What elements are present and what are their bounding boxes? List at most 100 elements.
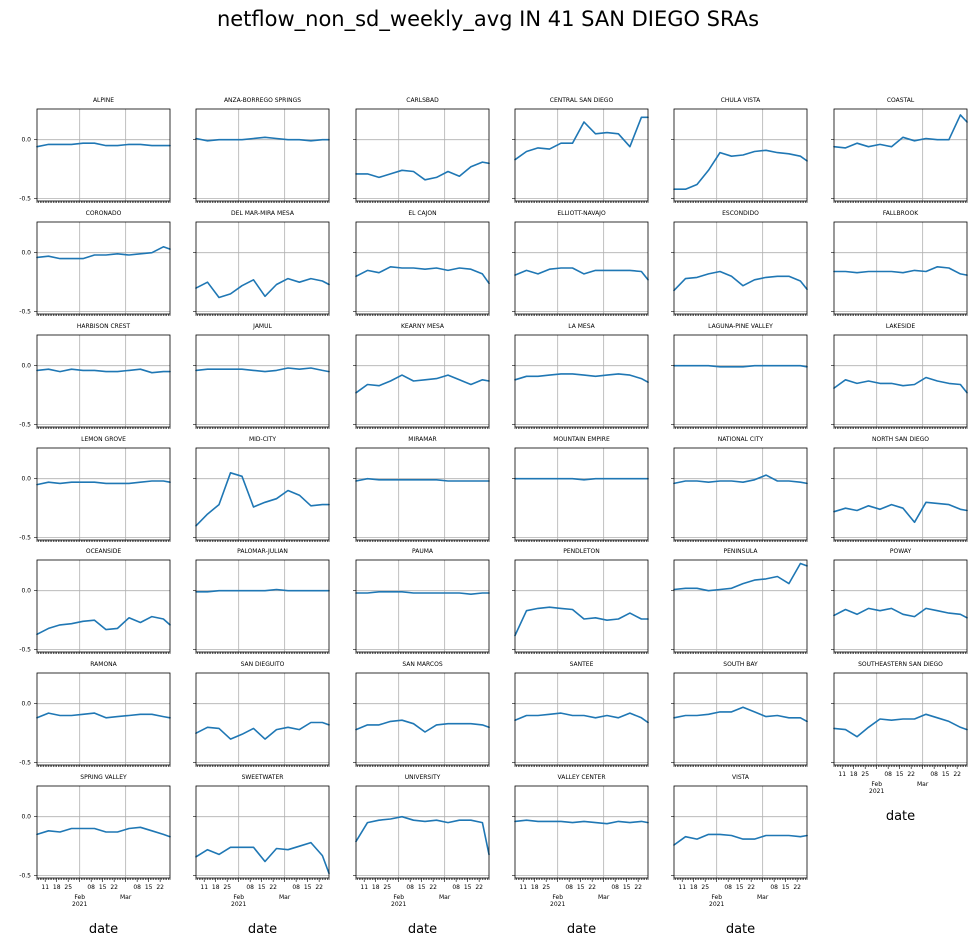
series-line [673, 706, 808, 723]
plot-frame [195, 108, 330, 202]
x-tick-label: 11 [838, 771, 846, 778]
series-line [36, 826, 171, 838]
subplot-title: LAKESIDE [886, 323, 916, 330]
x-tick-label: 15 [304, 884, 312, 891]
x-tick-label: 18 [372, 884, 380, 891]
x-tick-label: 22 [475, 884, 483, 891]
plot-frame [514, 108, 649, 202]
series-line [36, 480, 171, 486]
plot-frame [673, 221, 808, 315]
subplot-title: SOUTHEASTERN SAN DIEGO [858, 661, 943, 668]
subplot-south-bay: SOUTH BAY [671, 661, 808, 767]
x-tick-label: 22 [953, 771, 961, 778]
subplot-mid-city: MID-CITY [193, 436, 330, 542]
x-tick-label: 22 [269, 884, 277, 891]
series-line [195, 136, 330, 142]
x-tick-label: 11 [519, 884, 527, 891]
subplot-title: CHULA VISTA [721, 97, 761, 104]
plot-frame [673, 672, 808, 766]
subplot-title: ESCONDIDO [722, 210, 759, 217]
subplot-central-san-diego: CENTRAL SAN DIEGO [512, 97, 649, 203]
subplot-national-city: NATIONAL CITY [671, 436, 808, 542]
y-tick-label: -0.5 [19, 873, 31, 880]
x-tick-label: 18 [53, 884, 61, 891]
subplot-san-dieguito: SAN DIEGUITO [193, 661, 330, 767]
y-tick-label: 0.0 [21, 250, 31, 257]
subplot-jamul: JAMUL [193, 323, 330, 429]
x-tick-label: Mar [917, 781, 929, 788]
x-tick-label: 22 [747, 884, 755, 891]
figure-title: netflow_non_sd_weekly_avg IN 41 SAN DIEG… [217, 7, 759, 32]
series-line [36, 712, 171, 719]
series-line [355, 477, 490, 482]
subplot-grid: ALPINE 0.0 -0.5 ANZA-BORREGO SPRINGS CARLSBA… [19, 97, 968, 937]
plot-frame [195, 221, 330, 315]
series-line [833, 607, 968, 619]
x-tick-label: 08 [452, 884, 460, 891]
x-tick-label: 08 [884, 771, 892, 778]
x-tick-label: 11 [678, 884, 686, 891]
series-line [673, 364, 808, 368]
plot-frame [514, 221, 649, 315]
x-tick-label: Feb [393, 894, 404, 901]
x-tick-label: Feb [552, 894, 563, 901]
series-line [514, 712, 649, 724]
y-tick-label: 0.0 [21, 701, 31, 708]
x-axis-label: date [248, 922, 277, 937]
x-tick-label: 08 [611, 884, 619, 891]
subplot-mountain-empire: MOUNTAIN EMPIRE [512, 436, 649, 542]
series-line [514, 373, 649, 384]
x-tick-label: Mar [439, 894, 451, 901]
y-tick-label: 0.0 [21, 137, 31, 144]
series-line [514, 477, 649, 481]
plot-frame [514, 785, 649, 879]
series-line [514, 819, 649, 825]
series-line [195, 721, 330, 740]
plot-frame [673, 785, 808, 879]
series-line [36, 368, 171, 374]
x-tick-label: Mar [598, 894, 610, 901]
x-tick-label: 08 [724, 884, 732, 891]
subplot-title: LA MESA [568, 323, 595, 330]
x-tick-label: 22 [156, 884, 164, 891]
series-line [36, 615, 171, 636]
subplot-title: SOUTH BAY [723, 661, 758, 668]
subplot-santee: SANTEE [512, 661, 649, 767]
x-tick-label: 15 [99, 884, 107, 891]
series-line [673, 833, 808, 846]
plot-frame [833, 447, 968, 541]
x-tick-label: Feb [74, 894, 85, 901]
x-tick-label: Mar [120, 894, 132, 901]
x-tick-label: 25 [383, 884, 391, 891]
series-line [833, 265, 968, 276]
subplot-title: ALPINE [93, 97, 114, 104]
x-tick-label: 15 [736, 884, 744, 891]
plot-frame [833, 108, 968, 202]
plot-frame [195, 447, 330, 541]
subplot-title: NORTH SAN DIEGO [872, 436, 929, 443]
x-tick-label: 08 [770, 884, 778, 891]
subplot-ramona: RAMONA 0.0 -0.5 [19, 661, 171, 767]
series-line [514, 267, 649, 281]
subplot-north-san-diego: NORTH SAN DIEGO [831, 436, 968, 542]
series-line [833, 501, 968, 524]
x-tick-label: 15 [577, 884, 585, 891]
plot-frame [673, 108, 808, 202]
subplot-title: UNIVERSITY [405, 774, 441, 781]
series-line [195, 588, 330, 593]
subplot-laguna-pine-valley: LAGUNA-PINE VALLEY [671, 323, 808, 429]
x-tick-label: 11 [41, 884, 49, 891]
plot-frame [514, 672, 649, 766]
series-line [355, 161, 490, 181]
series-line [673, 474, 808, 485]
subplot-title: SAN DIEGUITO [241, 661, 285, 668]
series-line [514, 116, 649, 161]
subplot-title: DEL MAR-MIRA MESA [231, 210, 295, 217]
subplot-title: PAUMA [412, 548, 434, 555]
x-tick-label: 15 [623, 884, 631, 891]
subplot-harbison-crest: HARBISON CREST 0.0 -0.5 [19, 323, 171, 429]
plot-frame [195, 334, 330, 428]
x-tick-label: 2021 [550, 901, 565, 908]
series-line [833, 376, 968, 394]
